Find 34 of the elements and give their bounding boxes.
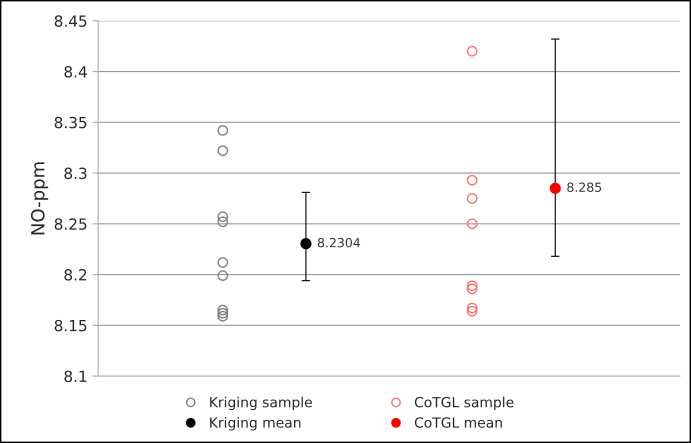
point [217,125,228,136]
point [217,216,228,228]
point [217,310,228,322]
y-tick-label: 8.45 [54,15,86,27]
legend-label: Kriging mean [210,417,300,430]
data-label: 8.285 [567,182,602,192]
y-tick-label: 8.35 [54,116,86,128]
point [466,306,478,316]
point [217,308,228,319]
y-tick-label: 8.1 [64,370,86,382]
y-tick-label: 8.3 [64,168,86,180]
point [466,302,478,314]
point [466,280,478,292]
point [466,46,478,57]
legend-label: Kriging sample [210,396,312,410]
y-tick-label: 8.2 [64,269,86,281]
y-tick-label: 8.25 [54,218,86,230]
point [466,218,478,230]
data-label: 8.2304 [318,238,360,248]
legend-label: CoTGL sample [414,396,514,410]
point [466,174,478,186]
legend-label: CoTGL mean [414,417,502,428]
point [550,182,561,194]
y-tick-label: 8.4 [64,66,87,78]
point [217,211,228,222]
point [217,304,228,316]
y-axis-title: NO-ppm [30,162,48,234]
point [466,193,478,204]
y-tick-label: 8.15 [54,320,86,332]
point [466,283,478,294]
point [217,145,228,156]
point [300,238,312,250]
point [217,270,228,281]
point [217,257,228,268]
